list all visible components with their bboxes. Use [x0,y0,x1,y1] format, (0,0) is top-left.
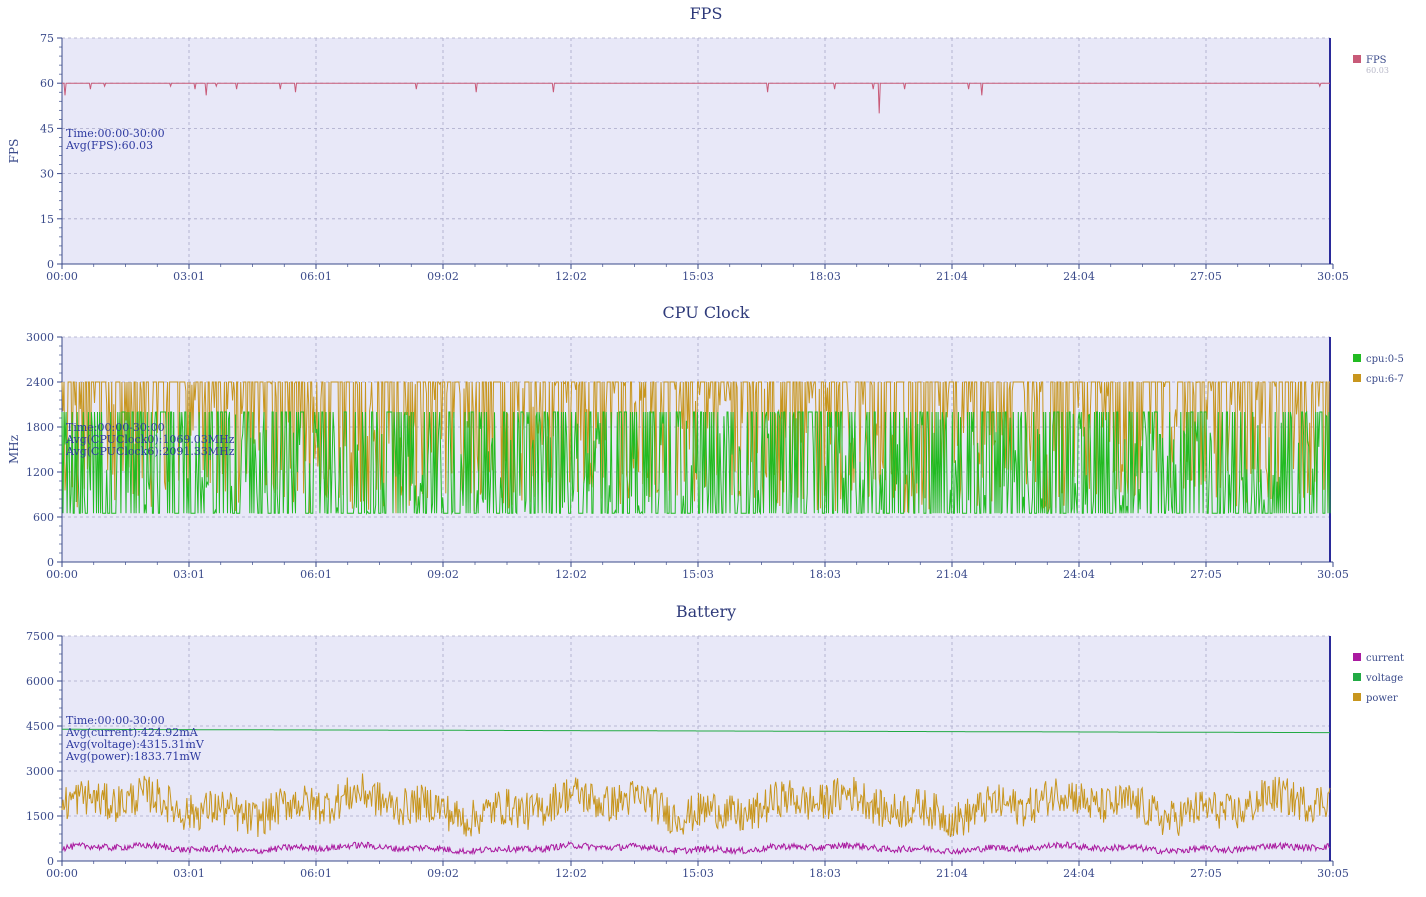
stats-annotation: Avg(CPUClock6):2091.33MHz [65,445,235,458]
x-tick-label: 00:00 [46,270,78,283]
series-line-cpu-6-7 [61,380,1330,514]
y-axis-label: MHz [7,435,21,464]
x-tick-label: 06:01 [300,568,332,581]
chart-panel-0: 0 15 30 45 60 75 00:00 03:01 06:01 09:02 12:02 15:0… [7,4,1389,283]
x-tick-label: 18:03 [809,568,841,581]
x-tick-label: 15:03 [682,867,714,880]
chart-title: CPU Clock [663,303,750,322]
y-tick-label: 0 [47,855,54,868]
plot-area [62,636,1330,861]
legend-label: power [1366,693,1398,704]
y-tick-label: 45 [40,122,54,135]
y-tick-label: 1500 [26,810,54,823]
series-line-power [61,773,1331,838]
legend-label: current [1366,653,1404,664]
stats-annotation: Avg(CPUClock0):1069.03MHz [65,433,235,446]
legend-label: cpu:6-7 [1366,374,1404,385]
x-tick-label: 24:04 [1063,568,1095,581]
x-tick-label: 15:03 [682,270,714,283]
x-tick-label: 03:01 [173,867,205,880]
legend-label: voltage [1365,673,1403,684]
legend-swatch [1353,673,1361,681]
series-line-current [62,840,1331,856]
y-tick-label: 60 [40,77,54,90]
y-tick-label: 7500 [26,630,54,643]
chart-panel-2: 0 1500 3000 4500 6000 7500 00:00 03:01 06:01 09:0… [26,602,1404,880]
y-tick-label: 1200 [26,466,54,479]
y-tick-label: 3000 [26,765,54,778]
x-tick-label: 18:03 [809,270,841,283]
x-tick-label: 27:05 [1190,270,1222,283]
chart-title: Battery [676,602,736,621]
x-tick-label: 21:04 [936,568,968,581]
x-tick-label: 18:03 [809,867,841,880]
legend-swatch [1353,374,1361,382]
x-tick-label: 12:02 [555,867,587,880]
legend-swatch [1353,354,1361,362]
x-tick-label: 09:02 [427,568,459,581]
y-tick-label: 3000 [26,331,54,344]
legend-label: cpu:0-5 [1366,354,1404,365]
series-line-FPS [62,82,1330,114]
y-axis-label: FPS [7,139,21,164]
legend-swatch [1353,693,1361,701]
y-tick-label: 6000 [26,675,54,688]
legend-label: FPS [1366,55,1387,66]
x-tick-label: 09:02 [427,270,459,283]
x-tick-label: 27:05 [1190,867,1222,880]
y-tick-label: 4500 [26,720,54,733]
x-tick-label: 30:05 [1317,568,1349,581]
x-tick-label: 15:03 [682,568,714,581]
x-tick-label: 00:00 [46,867,78,880]
x-tick-label: 09:02 [427,867,459,880]
y-tick-label: 30 [40,168,54,181]
chart-panel-1: 0 600 1200 1800 2400 3000 00:00 03:01 06:01 09:02… [7,303,1404,581]
y-tick-label: 0 [47,258,54,271]
x-tick-label: 27:05 [1190,568,1222,581]
x-tick-label: 12:02 [555,568,587,581]
stats-annotation: Time:00:00-30:00 [66,421,165,434]
series-line-voltage [62,728,1330,734]
chart-title: FPS [690,4,723,23]
stats-annotation: Avg(FPS):60.03 [65,139,153,152]
plot-area [62,38,1330,264]
y-tick-label: 2400 [26,376,54,389]
x-tick-label: 30:05 [1317,867,1349,880]
stats-annotation: Avg(voltage):4315.31mV [65,738,205,751]
stats-annotation: Time:00:00-30:00 [66,714,165,727]
y-tick-label: 600 [33,511,54,524]
legend-swatch [1353,55,1361,63]
x-tick-label: 03:01 [173,270,205,283]
series-line-cpu-0-5 [61,410,1331,516]
legend-value: 60.03 [1366,66,1389,75]
x-tick-label: 24:04 [1063,270,1095,283]
x-tick-label: 06:01 [300,270,332,283]
x-tick-label: 24:04 [1063,867,1095,880]
x-tick-label: 21:04 [936,270,968,283]
legend-swatch [1353,653,1361,661]
y-tick-label: 0 [47,556,54,569]
y-tick-label: 15 [40,213,54,226]
x-tick-label: 00:00 [46,568,78,581]
x-tick-label: 03:01 [173,568,205,581]
x-tick-label: 06:01 [300,867,332,880]
y-tick-label: 75 [40,32,54,45]
stats-annotation: Time:00:00-30:00 [66,127,165,140]
y-tick-label: 1800 [26,421,54,434]
x-tick-label: 12:02 [555,270,587,283]
x-tick-label: 21:04 [936,867,968,880]
stats-annotation: Avg(power):1833.71mW [65,750,202,763]
x-tick-label: 30:05 [1317,270,1349,283]
stats-annotation: Avg(current):424.92mA [65,726,199,739]
